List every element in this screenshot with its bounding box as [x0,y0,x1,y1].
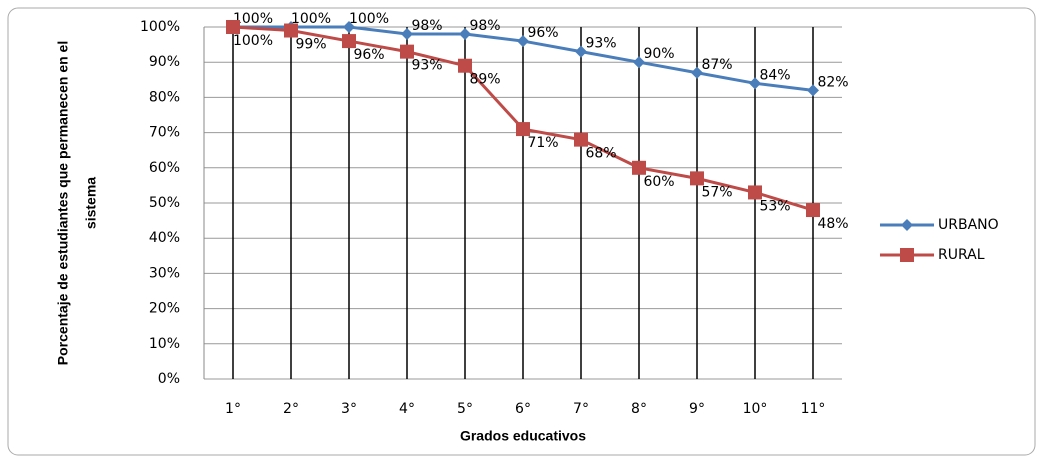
data-label: 57% [701,184,732,200]
x-tick-label: 9° [689,401,705,417]
data-label: 48% [817,216,848,232]
data-label: 68% [585,146,616,162]
y-tick-label: 70% [149,125,180,141]
marker [459,28,471,41]
x-tick-label: 2° [283,401,299,417]
data-label: 98% [411,18,442,34]
marker [749,77,761,90]
data-label: 60% [643,174,674,190]
data-label: 99% [295,37,326,53]
data-label: 84% [759,67,790,83]
series: 100% 99% 96% 93% 89% 71% 68% 60% 57% 53% 48% [226,20,849,232]
x-tick-label: 1° [225,401,241,417]
marker [632,160,646,175]
marker [401,28,413,41]
chart-border [7,7,1036,456]
legend-label: URBANO [938,217,999,233]
x-tick-label: 3° [341,401,357,417]
x-tick-label: 5° [457,401,473,417]
x-tick-label: 7° [573,401,589,417]
marker [691,66,703,79]
marker [633,56,645,69]
data-label: 96% [353,47,384,63]
y-tick-label: 0% [158,371,180,387]
marker [575,45,587,58]
y-tick-label: 60% [149,160,180,176]
marker [284,23,298,38]
marker [900,248,914,262]
data-label: 93% [411,58,442,74]
marker [748,185,762,200]
data-label: 90% [643,46,674,62]
marker [343,21,355,33]
y-tick-label: 40% [149,230,180,246]
x-tick-label: 11° [801,401,826,417]
marker [690,171,704,186]
data-label: 96% [527,25,558,41]
data-label: 100% [291,11,331,27]
series: 100% 100% 100% 98% 98% 96% 93% 90% 87% 84% 82% [227,11,849,97]
x-tick-label: 10° [743,401,768,417]
x-tick-label: 8° [631,401,647,417]
data-label: 100% [233,33,273,49]
marker [458,58,472,73]
y-axis-title-line: Porcentaje de estudiantes que permanecen… [55,41,71,365]
marker [226,20,240,34]
x-axis-title: Grados educativos [460,428,586,444]
data-label: 98% [469,18,500,34]
marker [574,132,588,147]
data-label: 53% [759,198,790,214]
y-tick-label: 10% [149,336,180,352]
marker [806,203,820,218]
y-tick-label: 80% [149,89,180,105]
data-label: 71% [527,135,558,151]
data-label: 89% [469,72,500,88]
y-tick-label: 100% [140,19,180,35]
marker [807,84,819,97]
marker [342,34,356,49]
x-tick-label: 4° [399,401,415,417]
marker [400,44,414,59]
marker [516,122,530,137]
y-tick-label: 20% [149,301,180,317]
data-label: 87% [701,57,732,73]
y-tick-label: 30% [149,265,180,281]
data-label: 82% [817,74,848,90]
marker [517,35,529,48]
marker [901,219,913,231]
y-tick-label: 50% [149,195,180,211]
y-axis-title-line: sistema [83,177,99,229]
data-label: 100% [233,11,273,27]
data-label: 100% [349,11,389,27]
y-tick-label: 90% [149,54,180,70]
legend-label: RURAL [938,247,985,263]
x-tick-label: 6° [515,401,531,417]
data-label: 93% [585,36,616,52]
y-axis-title: Porcentaje de estudiantes que permanecen… [55,41,99,365]
